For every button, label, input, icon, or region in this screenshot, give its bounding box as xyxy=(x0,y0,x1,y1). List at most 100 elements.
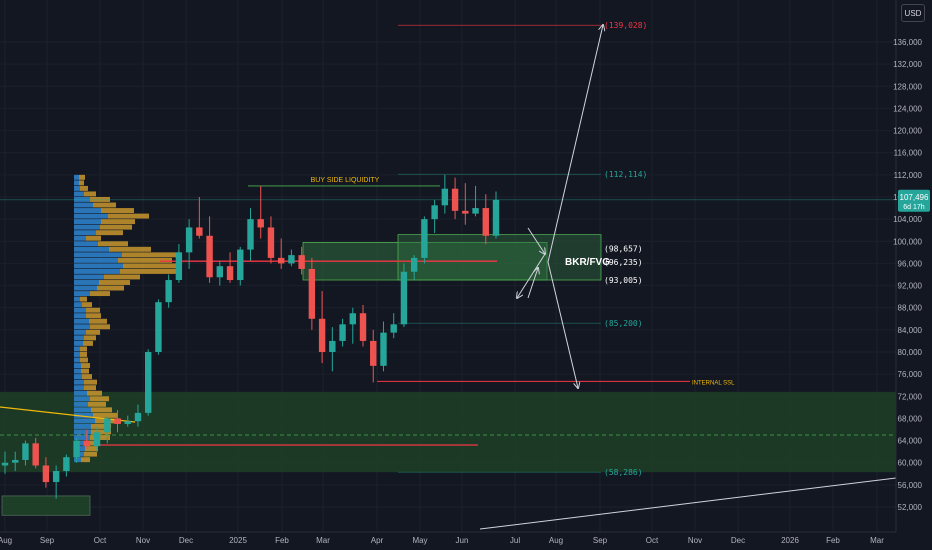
volume-bar-orange xyxy=(93,412,117,418)
level-label: (112,114) xyxy=(604,170,647,179)
candle-body xyxy=(421,219,428,258)
candle-body xyxy=(226,266,234,281)
candle-body xyxy=(267,227,275,258)
candle-body xyxy=(206,235,213,278)
volume-bar-blue xyxy=(74,340,83,346)
volume-bar-orange xyxy=(91,429,111,435)
candle-body xyxy=(492,199,500,236)
volume-bar-blue xyxy=(74,335,84,341)
price-tick-label: 132,000 xyxy=(893,60,922,69)
candle-body xyxy=(93,432,101,447)
volume-bar-blue xyxy=(74,202,93,208)
candle-body xyxy=(349,313,356,325)
volume-bar-orange xyxy=(89,318,107,324)
time-tick-label: Feb xyxy=(826,536,840,545)
projection-arrow xyxy=(547,25,603,263)
candle-body xyxy=(104,418,111,433)
candle-body xyxy=(472,208,479,214)
volume-bar-orange xyxy=(79,180,84,186)
volume-bar-orange xyxy=(84,451,97,457)
time-tick-label: Oct xyxy=(94,536,107,545)
candle-body xyxy=(185,227,193,253)
annotations: BUY SIDE LIQUIDITY BKR/FVG INTERNAL SSL xyxy=(311,177,735,386)
volume-bar-blue xyxy=(74,379,84,385)
current-price-value: 107,496 xyxy=(900,193,929,202)
volume-bar-blue xyxy=(74,346,80,352)
volume-bar-orange xyxy=(80,346,87,352)
time-tick-label: Apr xyxy=(371,536,384,545)
candles[interactable] xyxy=(1,174,500,499)
volume-bar-orange xyxy=(86,313,101,319)
volume-bar-blue xyxy=(74,224,100,230)
volume-bar-blue xyxy=(74,174,79,180)
low-zone xyxy=(1,495,91,516)
current-price-countdown: 6d 17h xyxy=(903,204,925,211)
volume-bar-blue xyxy=(74,385,84,391)
trend-line xyxy=(479,477,897,530)
volume-bar-blue xyxy=(74,185,80,191)
volume-bar-blue xyxy=(74,363,81,369)
volume-bar-blue xyxy=(74,307,86,313)
volume-bar-orange xyxy=(81,363,90,369)
projection-arrow xyxy=(527,227,545,254)
projection-arrow xyxy=(527,268,538,299)
projection-arrows xyxy=(517,25,603,388)
candle-body xyxy=(380,332,387,366)
time-tick-label: Nov xyxy=(688,536,702,545)
volume-bar-orange xyxy=(90,197,110,202)
volume-bar-orange xyxy=(120,268,177,274)
volume-bar-orange xyxy=(80,357,88,363)
volume-bar-orange xyxy=(84,191,96,197)
volume-bar-orange xyxy=(84,379,97,385)
volume-bar-orange xyxy=(81,368,89,374)
candle-body xyxy=(247,219,254,250)
time-tick-label: Sep xyxy=(593,536,608,545)
time-tick-label: Oct xyxy=(646,536,659,545)
price-tick-label: 76,000 xyxy=(898,370,923,379)
volume-bar-blue xyxy=(74,318,89,324)
price-tick-label: 68,000 xyxy=(898,414,923,423)
volume-bar-blue xyxy=(74,197,90,202)
volume-bar-blue xyxy=(74,423,91,429)
volume-bar-blue xyxy=(74,285,97,291)
time-axis[interactable]: Aug Sep Oct Nov Dec 2025 Feb Mar Apr May Jun Jul Aug… xyxy=(0,536,884,545)
projection-arrow xyxy=(517,253,546,298)
volume-bar-blue xyxy=(74,241,98,247)
candle-body xyxy=(441,188,449,206)
time-tick-label: Jul xyxy=(510,536,520,545)
candle-body xyxy=(400,271,408,325)
volume-bar-orange xyxy=(86,235,101,241)
trend-line xyxy=(0,406,136,423)
price-tick-label: 104,000 xyxy=(893,215,922,224)
candle-body xyxy=(63,457,70,472)
volume-bar-orange xyxy=(82,374,92,380)
level-label: (85,200) xyxy=(604,319,643,328)
volume-bar-blue xyxy=(74,324,90,330)
price-tick-label: 112,000 xyxy=(894,171,923,180)
candle-body xyxy=(298,255,305,269)
volume-bar-orange xyxy=(123,263,182,269)
candle-body xyxy=(339,324,346,341)
candle-body xyxy=(22,443,29,460)
level-label: (98,657) xyxy=(604,245,643,254)
volume-bar-blue xyxy=(74,368,81,374)
candle-body xyxy=(370,340,377,366)
volume-bar-orange xyxy=(109,246,151,252)
volume-bar-orange xyxy=(93,202,116,208)
candle-body xyxy=(482,208,489,236)
volume-bar-orange xyxy=(104,274,140,280)
volume-bar-orange xyxy=(88,401,106,407)
volume-bar-blue xyxy=(74,412,93,418)
volume-bar-blue xyxy=(74,213,108,219)
currency-button[interactable]: USD xyxy=(901,4,925,22)
price-tick-label: 56,000 xyxy=(898,481,923,490)
level-labels: (139,028) (112,114) (98,657) (96,235) (93,00… xyxy=(604,21,647,477)
candle-body xyxy=(134,412,142,422)
candle-body xyxy=(145,352,152,413)
volume-bar-blue xyxy=(74,401,88,407)
time-tick-label: May xyxy=(412,536,427,545)
volume-bar-blue xyxy=(74,268,120,274)
candle-body xyxy=(318,318,326,352)
candle-body xyxy=(288,255,295,264)
